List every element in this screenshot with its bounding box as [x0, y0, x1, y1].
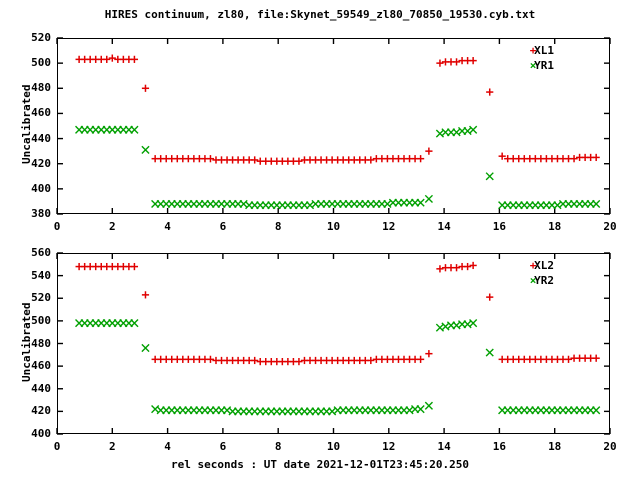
top-y-tick-440: 440 [31, 131, 51, 145]
bottom-x-tick-12: 12 [382, 440, 396, 453]
bottom-y-tick-500: 500 [31, 313, 51, 327]
legend-label-yr1: YR1 [534, 59, 554, 72]
legend-label-yr2: YR2 [534, 274, 554, 287]
bottom-y-tick-560: 560 [31, 246, 51, 259]
top-y-tick-500: 500 [31, 56, 51, 70]
figure-title: HIRES continuum, zl80, file:Skynet_59549… [104, 8, 536, 21]
top-x-tick-10: 10 [326, 220, 341, 233]
top-series-YR1 [75, 125, 601, 210]
bottom-y-tick-540: 540 [31, 268, 51, 282]
top-y-tick-520: 520 [31, 31, 51, 44]
top-x-tick-8: 8 [274, 220, 282, 233]
top-x-tick-20: 20 [603, 220, 617, 233]
top-y-tick-460: 460 [31, 106, 51, 120]
bottom-y-tick-400: 400 [31, 427, 51, 440]
bottom-x-tick-0: 0 [53, 440, 61, 453]
top-x-tick-18: 18 [548, 220, 562, 233]
bottom-x-tick-2: 2 [108, 440, 116, 453]
bottom-plot-frame [57, 253, 610, 434]
bottom-series-YR2 [75, 319, 601, 416]
bottom-series-XL2 [75, 261, 600, 366]
top-x-tick-6: 6 [219, 220, 227, 233]
bottom-y-tick-480: 480 [31, 336, 51, 350]
top-x-tick-16: 16 [492, 220, 507, 233]
legend-marker-cross-yr2: × [529, 274, 537, 287]
bottom-x-tick-8: 8 [274, 440, 282, 453]
top-y-tick-480: 480 [31, 81, 51, 95]
legend-entry-xl1: XL1 + [480, 44, 600, 59]
top-x-tick-14: 14 [437, 220, 451, 233]
top-plot-frame [57, 38, 610, 214]
top-x-tick-12: 12 [382, 220, 396, 233]
bottom-x-tick-4: 4 [164, 440, 171, 453]
x-axis-label: rel seconds : UT date 2021-12-01T23:45:2… [170, 458, 469, 471]
bottom-x-tick-10: 10 [326, 440, 341, 453]
bottom-x-tick-14: 14 [437, 440, 451, 453]
legend-marker-plus-xl1: + [529, 44, 537, 57]
legend-marker-plus-xl2: + [529, 259, 537, 272]
top-y-tick-420: 420 [31, 156, 51, 170]
legend-entry-yr1: YR1 × [480, 59, 600, 74]
bottom-legend: XL2 + YR2 × [480, 259, 600, 289]
top-legend: XL1 + YR1 × [480, 44, 600, 74]
bottom-x-tick-20: 20 [603, 440, 617, 453]
top-y-tick-380: 380 [31, 207, 51, 220]
legend-marker-cross-yr1: × [529, 59, 537, 72]
bottom-x-tick-16: 16 [492, 440, 507, 453]
legend-label-xl2: XL2 [534, 259, 554, 272]
legend-label-xl1: XL1 [534, 44, 554, 57]
top-x-tick-4: 4 [164, 220, 171, 233]
bottom-y-tick-420: 420 [31, 404, 51, 418]
bottom-y-tick-440: 440 [31, 381, 51, 395]
bottom-x-tick-18: 18 [548, 440, 562, 453]
top-x-tick-2: 2 [108, 220, 116, 233]
top-series-XL1 [75, 54, 600, 165]
legend-entry-yr2: YR2 × [480, 274, 600, 289]
legend-entry-xl2: XL2 + [480, 259, 600, 274]
top-y-tick-400: 400 [31, 181, 51, 195]
top-x-tick-0: 0 [53, 220, 61, 233]
bottom-x-tick-6: 6 [219, 440, 227, 453]
bottom-y-tick-460: 460 [31, 359, 51, 373]
bottom-y-tick-520: 520 [31, 291, 51, 305]
